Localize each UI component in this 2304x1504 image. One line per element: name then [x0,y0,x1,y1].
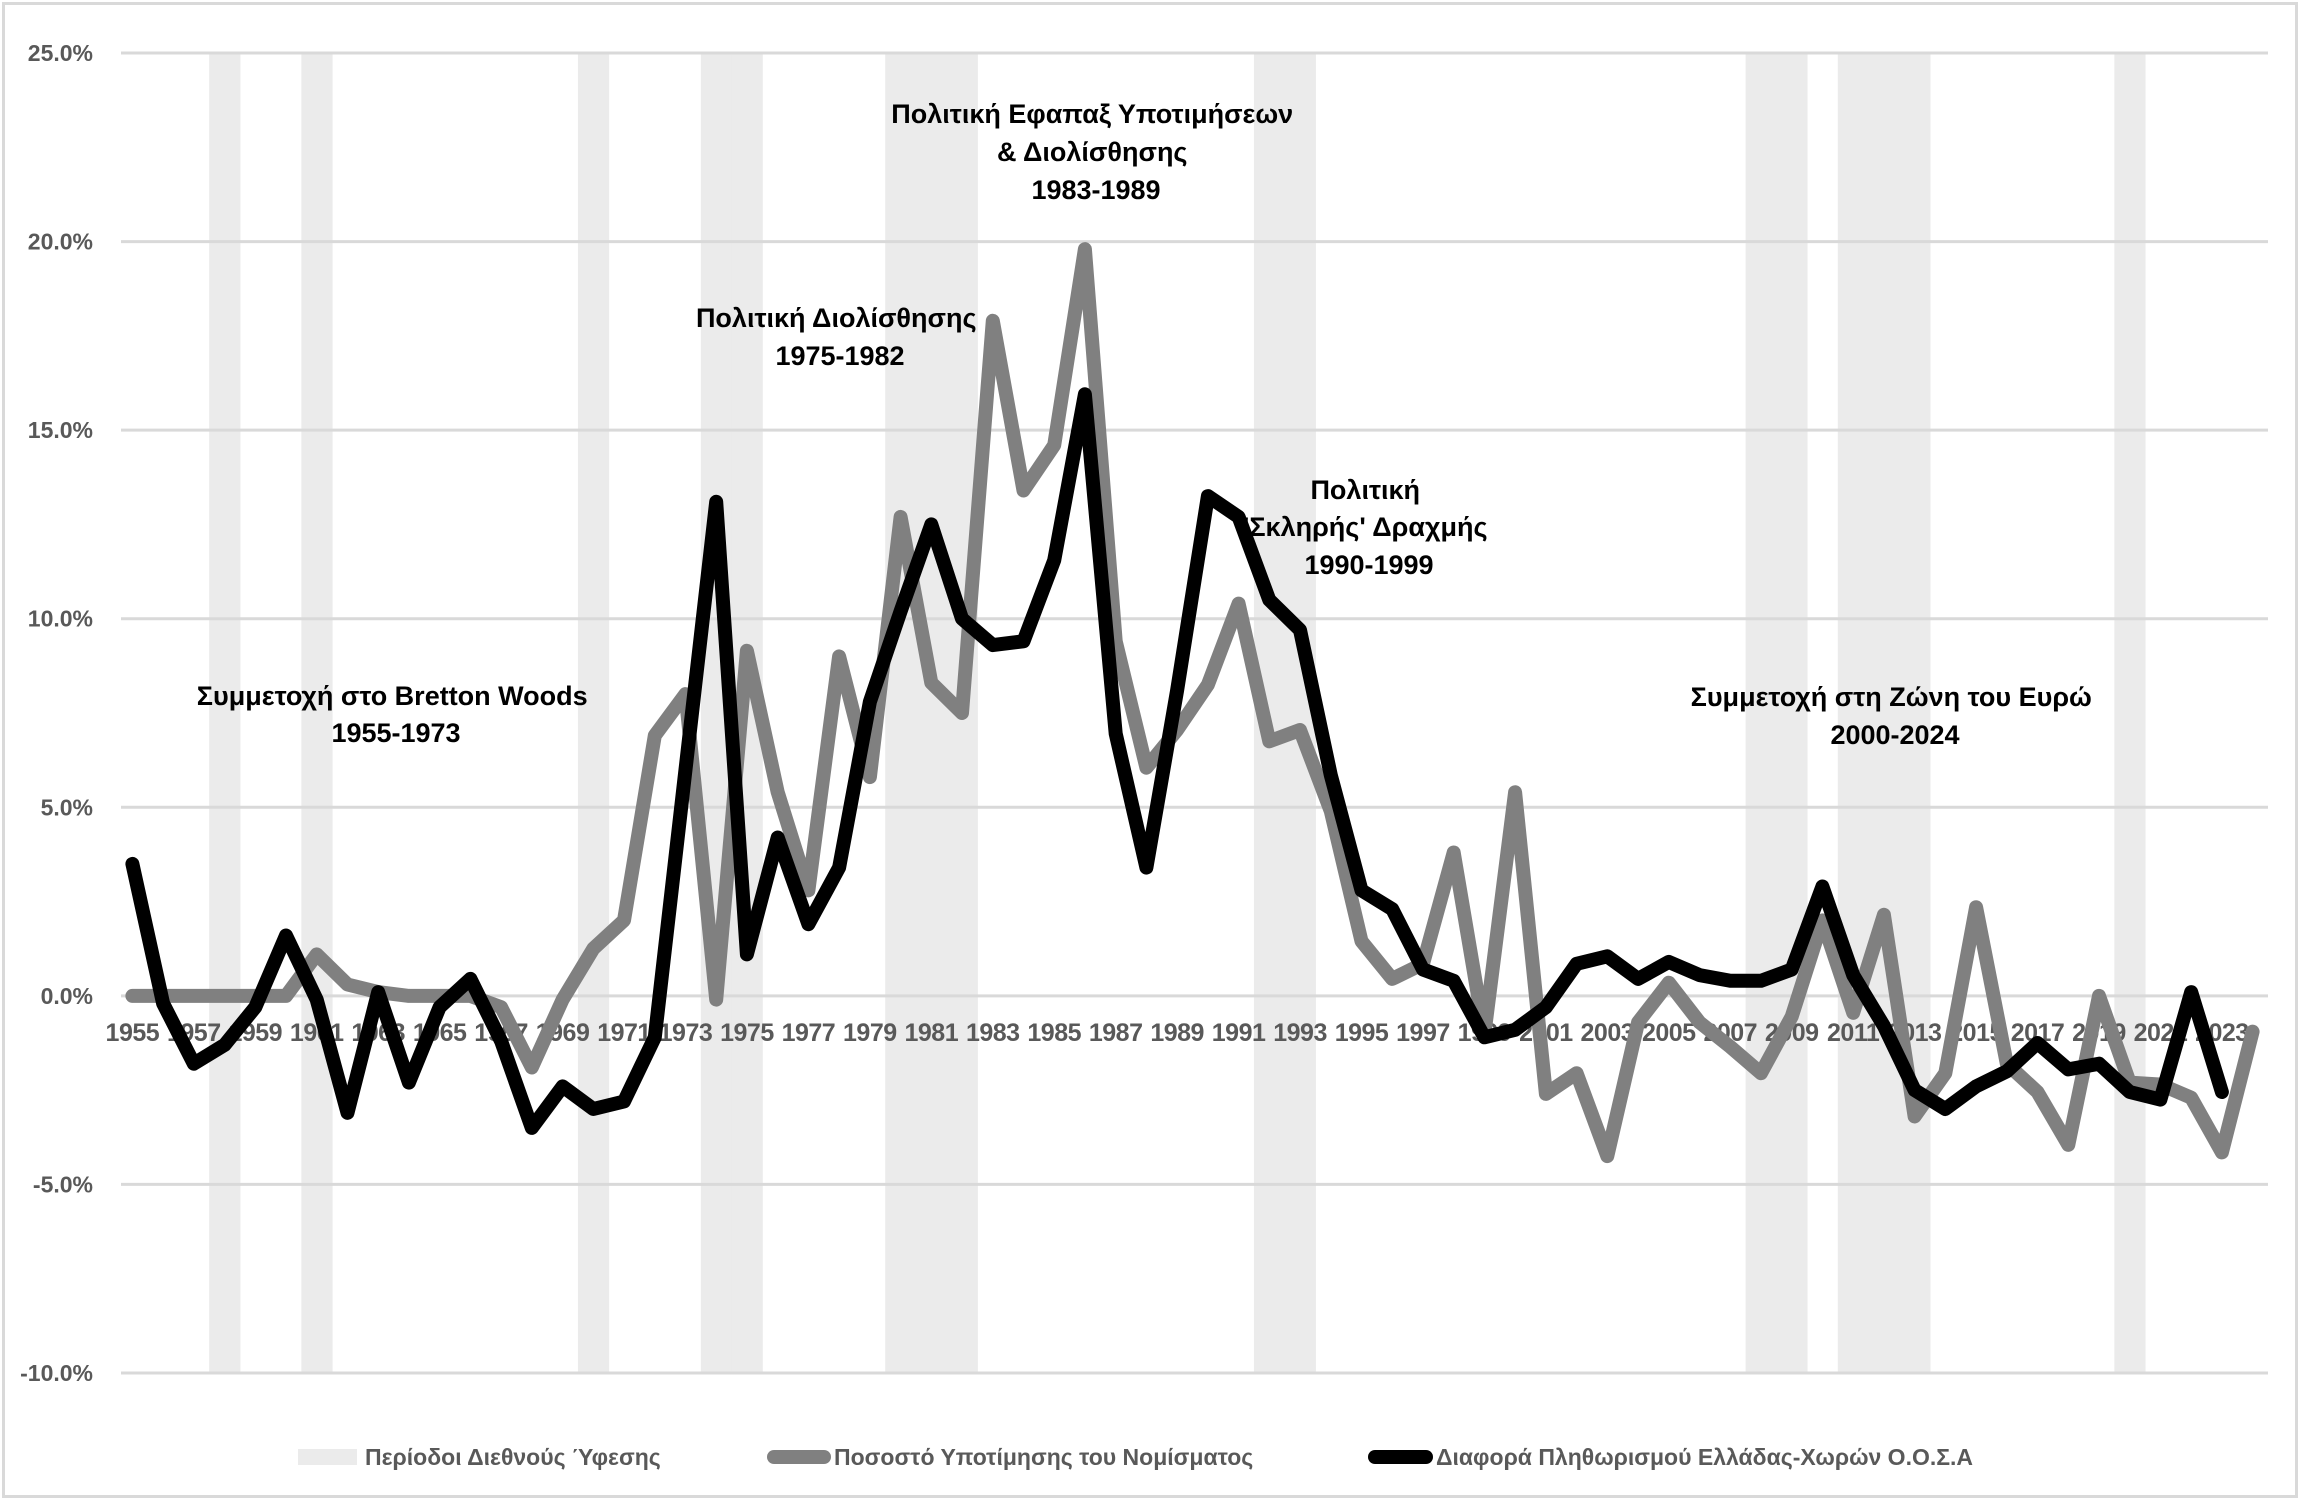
x-tick-label: 1987 [1089,1019,1143,1047]
annotation-crawling-peg: Πολιτική Διολίσθησης 1975-1982 [696,303,984,371]
recession-band [577,53,610,1373]
recession-band [1776,53,1808,1373]
annotations: Συμμετοχή στο Bretton Woods 1955-1973 Πο… [197,99,2100,750]
annotation-devaluations: Πολιτική Εφαπαξ Υποτιμήσεων & Διολίσθηση… [891,99,1300,205]
x-tick-label: 1985 [1027,1019,1081,1047]
y-axis-labels: 25.0% 20.0% 15.0% 10.0% 5.0% 0.0% -5.0% -10.0% [20,40,93,1386]
annotation-line: & Διολίσθησης [997,137,1187,167]
x-tick-label: 1977 [782,1019,836,1047]
annotation-line: 1955-1973 [331,718,460,748]
series-line-inflation-diff [125,387,2229,1135]
legend-swatch-recession [298,1449,357,1465]
y-tick-label: 10.0% [28,606,93,632]
y-tick-label: 20.0% [28,229,93,255]
legend-label-recession: Περίοδοι Διεθνούς Ύφεσης [365,1444,661,1470]
x-tick-label: 1971 [597,1019,651,1047]
annotation-line: Συμμετοχή στη Ζώνη του Ευρώ [1691,682,2092,712]
x-tick-label: 1983 [966,1019,1020,1047]
annotation-line: Πολιτική Διολίσθησης [696,303,977,333]
y-tick-label: 25.0% [28,40,93,66]
y-tick-label: -5.0% [33,1171,93,1197]
recession-band [209,53,241,1373]
recession-band [1837,53,1870,1373]
x-tick-label: 2003 [1581,1019,1635,1047]
x-tick-label: 1975 [720,1019,774,1047]
x-tick-label: 1989 [1150,1019,1204,1047]
y-tick-label: 15.0% [28,417,93,443]
annotation-line: 1983-1989 [1031,175,1160,205]
x-tick-label: 1991 [1212,1019,1266,1047]
x-tick-label: 1993 [1273,1019,1327,1047]
legend-label-inflation-diff: Διαφορά Πληθωρισμού Ελλάδας-Χωρών Ο.Ο.Σ.… [1436,1444,1973,1470]
annotation-hard-drachma: Πολιτική 'Σκληρής' Δραχμής 1990-1999 [1243,475,1495,580]
legend-label-devaluation: Ποσοστό Υποτίμησης του Νομίσματος [834,1444,1253,1470]
y-tick-label: 5.0% [41,794,93,820]
annotation-line: 1990-1999 [1304,550,1433,580]
recession-band [915,53,948,1373]
annotation-line: Πολιτική [1310,475,1420,505]
x-tick-label: 1995 [1335,1019,1389,1047]
x-axis-labels: 1955 1957 1959 1961 1963 1965 1967 1969 1971 1973… [106,1019,2250,1047]
x-tick-label: 2011 [1827,1019,1880,1047]
annotation-line: 2000-2024 [1830,720,1959,750]
annotation-line: 'Σκληρής' Δραχμής [1243,512,1488,542]
recession-band [301,53,333,1373]
y-tick-label: 0.0% [41,983,93,1009]
recession-band [885,53,917,1373]
recession-band [1899,53,1931,1373]
x-tick-label: 2005 [1642,1019,1696,1047]
x-tick-label: 1955 [106,1019,160,1047]
annotation-line: Συμμετοχή στο Bretton Woods [197,681,588,711]
series-lines [125,242,2260,1164]
legend: Περίοδοι Διεθνούς Ύφεσης Ποσοστό Υποτίμη… [298,1444,1973,1470]
annotation-eurozone: Συμμετοχή στη Ζώνη του Ευρώ 2000-2024 [1691,682,2100,750]
y-tick-label: -10.0% [20,1360,93,1386]
x-tick-label: 1979 [843,1019,897,1047]
recession-band [1745,53,1777,1373]
recession-band [2114,53,2146,1373]
x-tick-label: 1981 [904,1019,958,1047]
annotation-line: Πολιτική Εφαπαξ Υποτιμήσεων [891,99,1293,129]
annotation-bretton-woods: Συμμετοχή στο Bretton Woods 1955-1973 [197,681,595,748]
gridlines [121,51,2268,1375]
annotation-line: 1975-1982 [775,341,904,371]
recession-band [1868,53,1900,1373]
x-tick-label: 1973 [659,1019,713,1047]
x-tick-label: 1997 [1396,1019,1450,1047]
